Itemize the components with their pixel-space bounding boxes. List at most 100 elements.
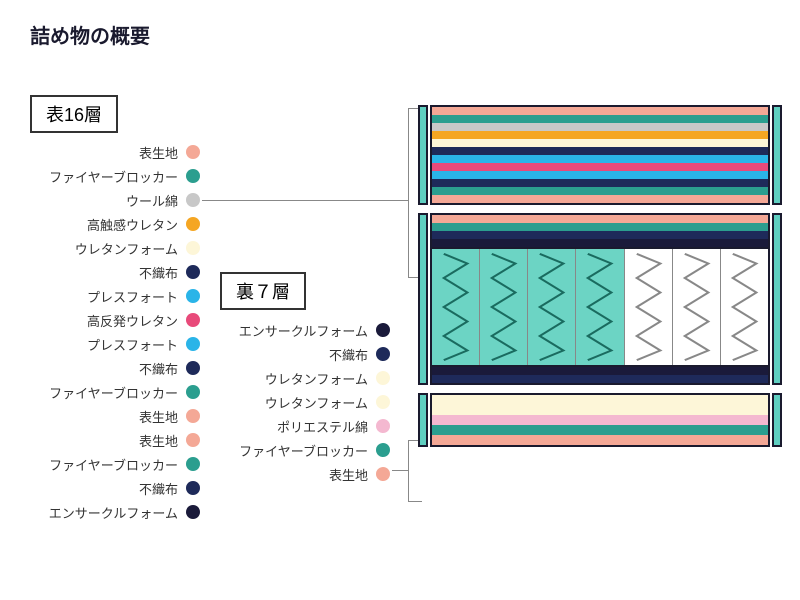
swatch bbox=[186, 385, 200, 399]
legend-item: ファイヤーブロッカー bbox=[30, 164, 200, 188]
legend-label: 表生地 bbox=[139, 431, 178, 450]
swatch bbox=[186, 457, 200, 471]
spring-cell bbox=[721, 249, 768, 365]
legend-item: 不織布 bbox=[30, 476, 200, 500]
spring-cell bbox=[480, 249, 528, 365]
swatch bbox=[186, 409, 200, 423]
top-layer-block bbox=[430, 105, 770, 205]
layer bbox=[432, 375, 768, 383]
legend-item: エンサークルフォーム bbox=[30, 500, 200, 524]
legend-item: ウール綿 bbox=[30, 188, 200, 212]
spring-row bbox=[432, 247, 768, 367]
layer bbox=[432, 171, 768, 179]
legend-item: ウレタンフォーム bbox=[220, 366, 390, 390]
spring-cell bbox=[528, 249, 576, 365]
layer bbox=[432, 239, 768, 247]
swatch bbox=[186, 169, 200, 183]
swatch bbox=[376, 419, 390, 433]
swatch bbox=[376, 395, 390, 409]
bottom-layer-block bbox=[430, 393, 770, 447]
spring-cell bbox=[576, 249, 624, 365]
layer bbox=[432, 187, 768, 195]
connector-bottom bbox=[392, 470, 408, 471]
legend-item: 高触感ウレタン bbox=[30, 212, 200, 236]
layer bbox=[432, 131, 768, 139]
side-cap bbox=[418, 393, 428, 447]
side-cap bbox=[418, 105, 428, 205]
swatch bbox=[376, 467, 390, 481]
legend-item: 不織布 bbox=[30, 260, 200, 284]
swatch bbox=[186, 217, 200, 231]
legend-item: プレスフォート bbox=[30, 284, 200, 308]
legend-label: 不織布 bbox=[139, 479, 178, 498]
bottom-section-header: 裏７層 bbox=[220, 272, 306, 310]
legend-item: 表生地 bbox=[30, 428, 200, 452]
legend-label: 高反発ウレタン bbox=[87, 311, 178, 330]
swatch bbox=[186, 505, 200, 519]
legend-item: 表生地 bbox=[220, 462, 390, 486]
layer bbox=[432, 147, 768, 155]
swatch bbox=[186, 241, 200, 255]
top-section-header: 表16層 bbox=[30, 95, 118, 133]
side-cap bbox=[772, 213, 782, 385]
legend-label: 高触感ウレタン bbox=[87, 215, 178, 234]
legend-label: ファイヤーブロッカー bbox=[49, 167, 178, 186]
layer bbox=[432, 123, 768, 131]
legend-label: 表生地 bbox=[139, 407, 178, 426]
top-legend: 表生地ファイヤーブロッカーウール綿高触感ウレタンウレタンフォーム不織布プレスフォ… bbox=[30, 140, 200, 524]
legend-label: 不織布 bbox=[329, 345, 368, 364]
legend-item: プレスフォート bbox=[30, 332, 200, 356]
legend-item: ウレタンフォーム bbox=[220, 390, 390, 414]
swatch bbox=[186, 289, 200, 303]
bottom-legend: エンサークルフォーム不織布ウレタンフォームウレタンフォームポリエステル綿ファイヤ… bbox=[220, 318, 390, 486]
side-cap bbox=[418, 213, 428, 385]
swatch bbox=[186, 433, 200, 447]
legend-label: ファイヤーブロッカー bbox=[49, 455, 178, 474]
swatch bbox=[186, 361, 200, 375]
spring-cell bbox=[673, 249, 721, 365]
layer bbox=[432, 395, 768, 405]
spring-cell bbox=[625, 249, 673, 365]
layer bbox=[432, 163, 768, 171]
legend-label: エンサークルフォーム bbox=[239, 321, 368, 340]
legend-item: 不織布 bbox=[220, 342, 390, 366]
mattress-diagram bbox=[430, 105, 770, 455]
legend-label: ウール綿 bbox=[126, 191, 178, 210]
layer bbox=[432, 215, 768, 223]
layer bbox=[432, 223, 768, 231]
layer bbox=[432, 179, 768, 187]
layer bbox=[432, 195, 768, 203]
legend-label: 不織布 bbox=[139, 263, 178, 282]
swatch bbox=[186, 337, 200, 351]
swatch bbox=[186, 193, 200, 207]
bracket-bottom bbox=[408, 440, 422, 502]
layer bbox=[432, 115, 768, 123]
swatch bbox=[376, 371, 390, 385]
legend-item: 表生地 bbox=[30, 140, 200, 164]
legend-label: エンサークルフォーム bbox=[49, 503, 178, 522]
spring-cell bbox=[432, 249, 480, 365]
layer bbox=[432, 415, 768, 425]
layer bbox=[432, 425, 768, 435]
connector-top bbox=[202, 200, 408, 201]
legend-label: ウレタンフォーム bbox=[265, 369, 368, 388]
legend-item: ファイヤーブロッカー bbox=[30, 452, 200, 476]
legend-item: ファイヤーブロッカー bbox=[220, 438, 390, 462]
layer bbox=[432, 435, 768, 445]
swatch bbox=[186, 265, 200, 279]
legend-label: ファイヤーブロッカー bbox=[49, 383, 178, 402]
layer bbox=[432, 107, 768, 115]
swatch bbox=[376, 323, 390, 337]
legend-item: ポリエステル綿 bbox=[220, 414, 390, 438]
legend-label: プレスフォート bbox=[87, 287, 178, 306]
layer bbox=[432, 139, 768, 147]
swatch bbox=[376, 443, 390, 457]
legend-item: 表生地 bbox=[30, 404, 200, 428]
legend-item: 高反発ウレタン bbox=[30, 308, 200, 332]
legend-label: ウレタンフォーム bbox=[75, 239, 178, 258]
legend-label: ファイヤーブロッカー bbox=[239, 441, 368, 460]
legend-item: エンサークルフォーム bbox=[220, 318, 390, 342]
side-cap bbox=[772, 393, 782, 447]
legend-label: プレスフォート bbox=[87, 335, 178, 354]
swatch bbox=[186, 313, 200, 327]
